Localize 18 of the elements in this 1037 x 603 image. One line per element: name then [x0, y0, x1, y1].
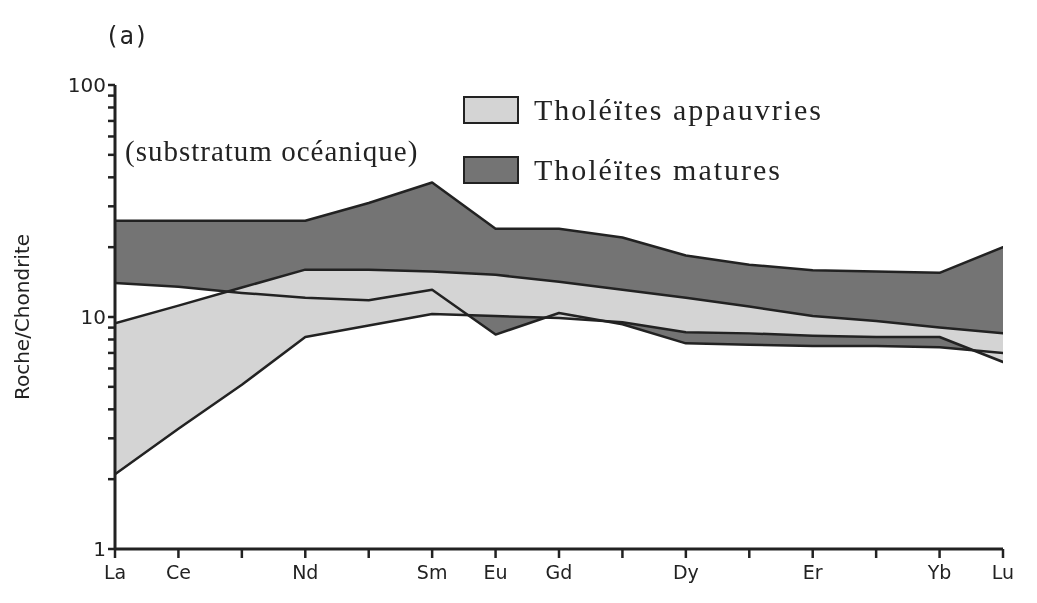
x-tick-label: Eu: [483, 561, 508, 584]
y-tick-label: 100: [67, 73, 106, 98]
x-tick-label: Yb: [926, 561, 952, 584]
x-tick-label: Ce: [165, 561, 191, 584]
x-tick-label: Lu: [991, 561, 1015, 584]
x-tick-label: Sm: [416, 561, 448, 584]
x-tick-label: Er: [802, 561, 823, 584]
y-tick-label: 10: [80, 305, 106, 330]
y-tick-label: 1: [93, 537, 106, 562]
legend-label: Tholéïtes matures: [533, 153, 783, 187]
legend-label: Tholéïtes appauvries: [533, 93, 823, 127]
x-tick-label: La: [103, 561, 127, 584]
x-tick-label: Nd: [292, 561, 319, 584]
y-axis-title: Roche/Chondrite: [10, 233, 35, 401]
chart-title: (a): [105, 22, 149, 50]
annotation: (substratum océanique): [125, 135, 419, 168]
x-tick-label: Gd: [545, 561, 573, 584]
x-tick-label: Dy: [672, 561, 699, 584]
